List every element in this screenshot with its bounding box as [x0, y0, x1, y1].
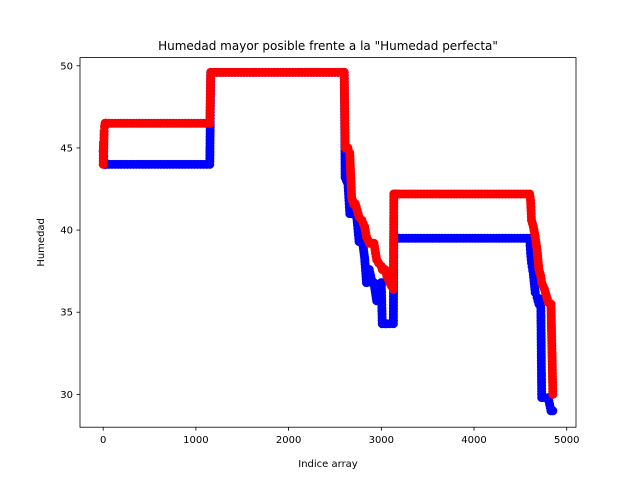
plot-frame — [79, 57, 577, 428]
series-2 — [98, 67, 558, 399]
x-tick-label: 5000 — [554, 435, 579, 446]
y-tick-label: 30 — [60, 390, 73, 401]
y-tick-label: 45 — [60, 143, 73, 154]
series-2-point — [548, 389, 558, 399]
x-tick-label: 1000 — [183, 435, 208, 446]
y-axis-label: Humedad — [36, 218, 47, 267]
y-tick-label: 40 — [60, 226, 73, 237]
chart-title: Humedad mayor posible frente a la "Humed… — [158, 39, 498, 53]
x-axis-label: Indice array — [298, 459, 358, 470]
x-tick-label: 0 — [100, 435, 106, 446]
plot-series — [98, 67, 558, 416]
x-tick-label: 3000 — [369, 435, 394, 446]
y-tick-label: 50 — [60, 61, 73, 72]
y-axis: 30 35 40 45 50 — [60, 61, 80, 401]
x-tick-label: 2000 — [276, 435, 301, 446]
y-tick-label: 35 — [60, 308, 73, 319]
x-axis: 0 1000 2000 3000 4000 5000 — [100, 427, 579, 446]
series-1-point — [548, 406, 558, 416]
x-tick-label: 4000 — [461, 435, 486, 446]
